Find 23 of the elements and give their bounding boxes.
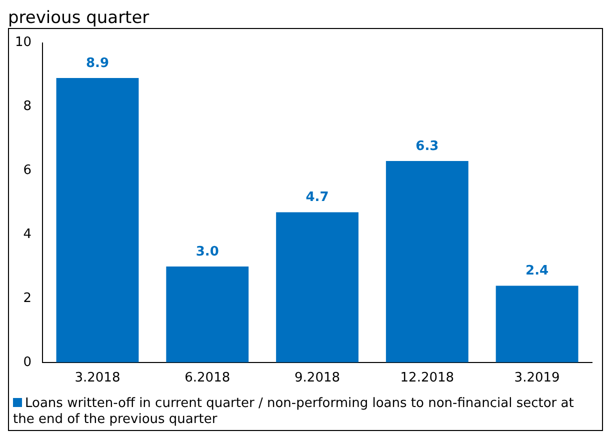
bar <box>276 212 358 362</box>
x-tick-label: 6.2018 <box>184 370 230 386</box>
y-tick-label: 4 <box>23 226 32 242</box>
data-label: 8.9 <box>86 56 110 71</box>
x-tick-label: 3.2019 <box>514 370 560 386</box>
bar <box>386 161 468 362</box>
y-tick-label: 6 <box>23 163 32 178</box>
x-tick-label: 12.2018 <box>400 370 454 386</box>
chart-title: previous quarter <box>8 8 150 28</box>
y-tick-label: 0 <box>23 354 32 370</box>
y-tick-label: 10 <box>14 35 32 50</box>
bar <box>496 286 578 362</box>
data-label: 3.0 <box>196 244 219 260</box>
data-label: 6.3 <box>416 138 439 154</box>
data-label: 2.4 <box>526 264 549 279</box>
bar <box>56 78 139 362</box>
legend-label: Loans written-off in current quarter / non-performing loans to non-financial sector at the end of the previous quarter <box>13 396 574 427</box>
x-tick-label: 3.2018 <box>74 370 120 386</box>
data-label: 4.7 <box>306 190 329 206</box>
y-tick-label: 2 <box>23 290 32 306</box>
y-tick-label: 8 <box>23 99 32 114</box>
bar <box>166 266 249 362</box>
x-tick-label: 9.2018 <box>294 370 340 386</box>
